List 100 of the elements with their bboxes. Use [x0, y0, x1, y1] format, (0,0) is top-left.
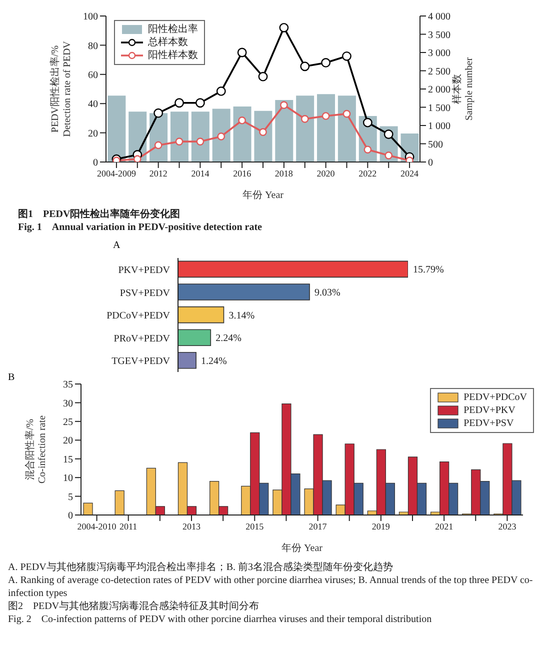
y2-tick-label: 500 — [428, 139, 443, 150]
legend-label: PEDV+PDCoV — [464, 391, 527, 404]
x-tick-label: 2004-2010 — [77, 521, 117, 532]
point — [196, 138, 204, 146]
point — [154, 108, 164, 118]
point — [384, 152, 392, 160]
data-label: 15.79% — [413, 264, 444, 276]
caption: Fig. 2 Co-infection patterns of PEDV with other porcine diarrhea viruses and their temporal distribution — [8, 613, 433, 626]
legend-label: PEDV+PSV — [464, 417, 514, 430]
bar — [275, 100, 294, 162]
point — [175, 138, 184, 146]
x-tick-label: 2013 — [182, 521, 201, 532]
y2-axis-title: 样本数 Sample number — [451, 56, 475, 121]
x-axis-title: 年份 Year — [242, 189, 284, 201]
x-tick-label: 2004-2009 — [96, 168, 136, 178]
y-tick-label: PSV+PEDV — [120, 288, 171, 299]
caption: 图2 PEDV与其他猪腹泻病毒混合感染特征及其时间分布 — [8, 600, 260, 613]
chart-title: A — [113, 240, 120, 251]
y2-tick-label: 3 500 — [428, 30, 450, 41]
point — [322, 112, 330, 120]
bar — [254, 110, 272, 162]
point — [384, 130, 394, 139]
point — [217, 132, 226, 140]
y-tick-label: 40 — [88, 99, 98, 110]
x-tick-label: 2015 — [246, 521, 264, 532]
data-label: 2.24% — [216, 333, 242, 344]
bar — [338, 96, 356, 162]
text: A. Ranking of average co-detection rates of PEDV with other porcine diarrhea viruses; B. Annual trends of the top three PEDV co-infection types — [8, 574, 534, 600]
y-tick-label: 0 — [68, 510, 73, 522]
x-tick-label: 2011 — [120, 521, 138, 532]
point — [134, 155, 142, 162]
y-tick-label: 10 — [63, 473, 73, 484]
bar — [178, 260, 408, 278]
y2-tick-label: 2 000 — [428, 84, 450, 96]
x-tick-label: 2024 — [400, 168, 420, 178]
y-tick-label: 20 — [63, 436, 73, 447]
point — [238, 116, 246, 124]
chart-title: B — [8, 372, 15, 383]
x-tick-label: 2023 — [498, 521, 517, 532]
y2-tick-label: 1 500 — [428, 102, 450, 114]
y-tick-label: 80 — [88, 40, 98, 52]
point — [342, 51, 352, 61]
point — [279, 22, 289, 32]
y-tick-label: 20 — [88, 128, 98, 140]
bar — [170, 112, 188, 162]
y-tick-label: PDCoV+PEDV — [106, 310, 171, 322]
bar — [83, 502, 93, 515]
bar — [178, 352, 196, 369]
x-tick-label: 2017 — [308, 521, 328, 532]
x-tick-label: 2019 — [372, 521, 390, 532]
x-tick-label: 2018 — [274, 168, 294, 178]
point — [237, 48, 247, 58]
bar — [108, 96, 126, 162]
point — [216, 86, 226, 96]
bar — [178, 306, 224, 324]
y-tick-label: 100 — [83, 12, 98, 23]
point — [258, 72, 268, 82]
point — [259, 128, 267, 136]
point — [362, 118, 372, 128]
y-axis-title: 混合阳性率/% Co-infection rate — [24, 414, 48, 484]
point — [364, 146, 372, 154]
x-tick-label: 2021 — [435, 521, 454, 532]
x-tick-label: 2014 — [191, 168, 210, 178]
y2-tick-label: 0 — [428, 158, 433, 169]
x-tick-label: 2022 — [358, 168, 377, 178]
legend-label: PEDV+PKV — [464, 404, 516, 417]
y2-tick-label: 1 000 — [428, 121, 450, 132]
point — [196, 98, 205, 108]
point — [300, 115, 309, 123]
bar — [114, 490, 124, 515]
data-label: 9.03% — [314, 288, 340, 299]
legend-label: 阳性检出率 — [148, 23, 198, 36]
bar — [212, 108, 230, 162]
y2-tick-label: 3 000 — [428, 48, 450, 60]
y-tick-label: TGEV+PEDV — [112, 356, 171, 368]
legend-label: 阳性样本数 — [148, 49, 198, 62]
point — [174, 98, 184, 108]
bar — [296, 96, 314, 162]
point — [280, 101, 288, 109]
y2-tick-label: 2 500 — [428, 66, 450, 78]
point — [321, 58, 330, 68]
caption: 图1 PEDV阳性检出率随年份变化图 — [18, 208, 182, 221]
data-label: 3.14% — [228, 310, 255, 322]
x-tick-label: 2016 — [233, 168, 252, 178]
y-tick-label: 25 — [63, 416, 73, 428]
bar — [178, 284, 310, 300]
point — [154, 141, 162, 150]
data-label: 1.24% — [201, 356, 227, 367]
y-tick-label: PRoV+PEDV — [114, 333, 171, 344]
y-tick-label: 5 — [68, 492, 73, 503]
caption: Fig. 1 Annual variation in PEDV-positive detection rate — [18, 221, 263, 234]
text: A. PEDV与其他猪腹泻病毒平均混合检出率排名；B. 前3名混合感染类型随年份变化趋势 — [8, 561, 394, 574]
bar — [317, 94, 336, 162]
legend-label: 总样本数 — [148, 36, 188, 49]
x-tick-label: 2012 — [149, 168, 168, 178]
y-tick-label: 35 — [63, 380, 73, 391]
y-tick-label: 30 — [63, 398, 73, 410]
y-tick-label: PKV+PEDV — [118, 264, 171, 276]
point — [300, 62, 310, 72]
y-tick-label: 15 — [63, 454, 73, 466]
